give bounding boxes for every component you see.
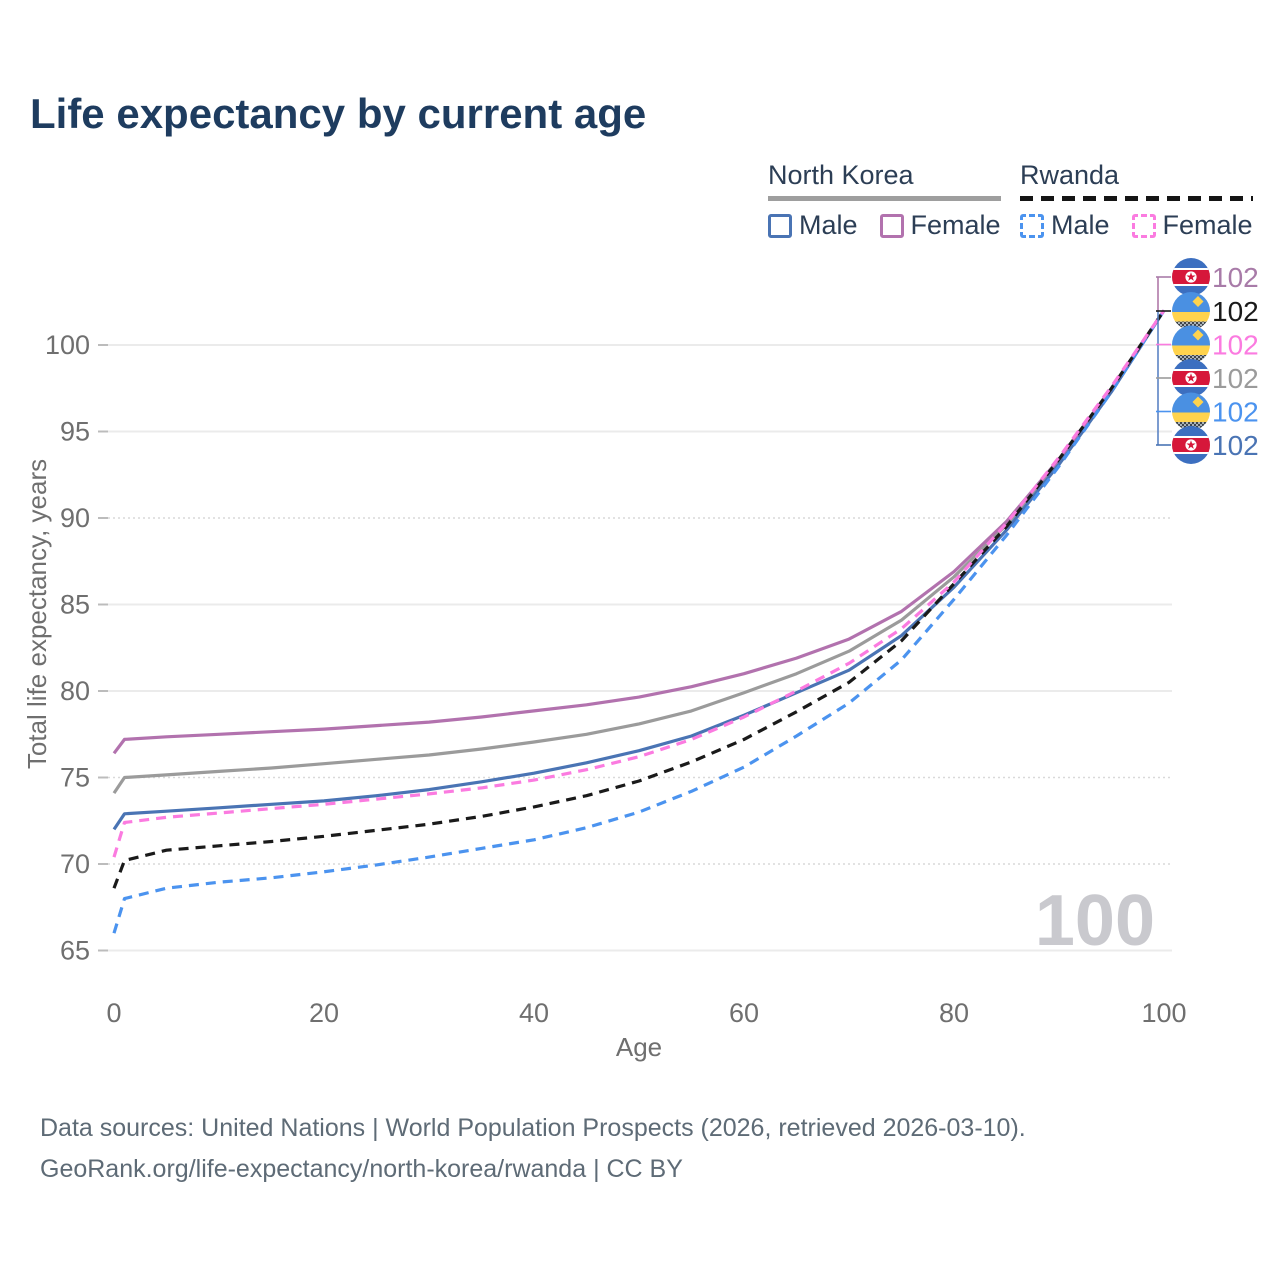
series-line-rwanda-female — [112, 309, 1166, 858]
legend-item-label: Female — [910, 210, 1001, 240]
x-tick-label: 40 — [519, 998, 549, 1028]
data-sources-text: Data sources: United Nations | World Pop… — [40, 1114, 1026, 1142]
x-tick-label: 0 — [106, 998, 121, 1028]
flag-band — [1172, 325, 1210, 346]
y-tick-label: 75 — [60, 763, 90, 793]
y-tick-label: 65 — [60, 936, 90, 966]
footer: Data sources: United Nations | World Pop… — [40, 1108, 1026, 1190]
checkbox-icon[interactable] — [768, 213, 792, 238]
checkbox-icon[interactable] — [1131, 213, 1156, 238]
flag-star — [1186, 440, 1196, 449]
flag-sun-rays — [1192, 296, 1204, 307]
legend-item-label: Male — [799, 210, 858, 240]
y-tick-label: 85 — [60, 590, 90, 620]
series-line-rwanda-both-sexes — [112, 309, 1166, 889]
checkbox-icon[interactable] — [1020, 213, 1044, 238]
end-value-label: 102 — [1212, 296, 1259, 327]
flag-band — [1172, 412, 1210, 422]
series-line-north-korea-female — [112, 309, 1166, 755]
legend-group-title: Rwanda — [1020, 160, 1120, 190]
dashed-line-sample — [1020, 196, 1253, 201]
flag-sun-rays — [1192, 329, 1204, 341]
attribution-text: GeoRank.org/life-expectancy/north-korea/… — [40, 1155, 683, 1183]
y-axis-title: Total life expectancy, years — [22, 459, 52, 769]
series-line-rwanda-male — [112, 309, 1166, 934]
end-value-label: 102 — [1212, 430, 1259, 461]
legend-item-north-korea-male[interactable]: Male — [768, 210, 858, 241]
x-tick-label: 20 — [309, 998, 339, 1028]
north-korea-flag-icon — [1172, 359, 1210, 397]
line-chart-canvas[interactable]: 65 70 75 80 85 90 95 100 0 20 40 60 80 100 Age Total li… — [0, 0, 1280, 1080]
end-value-label: 102 — [1212, 363, 1259, 394]
north-korea-flag-icon — [1172, 426, 1210, 464]
legend-item-label: Female — [1162, 210, 1253, 240]
x-tick-label: 100 — [1141, 998, 1186, 1028]
y-tick-label: 90 — [60, 503, 90, 533]
flag-band — [1172, 345, 1210, 355]
solid-line-sample — [768, 196, 1001, 201]
y-tick-label: 95 — [60, 417, 90, 447]
y-tick-label: 80 — [60, 676, 90, 706]
checkbox-icon[interactable] — [879, 213, 904, 238]
legend-group-title: North Korea — [768, 160, 914, 190]
flag-sun-rays — [1192, 396, 1204, 408]
end-value-label: 102 — [1212, 330, 1259, 361]
legend-group-rwanda: Rwanda Male Female — [1020, 160, 1253, 241]
x-axis-title: Age — [616, 1032, 662, 1062]
flag-band — [1172, 312, 1210, 322]
series-line-north-korea-male — [112, 309, 1166, 831]
end-value-label: 102 — [1212, 262, 1259, 293]
legend-item-rwanda-male[interactable]: Male — [1020, 210, 1110, 241]
flag-band — [1172, 392, 1210, 413]
legend-group-north-korea: North Korea Male Female — [768, 160, 1001, 241]
current-age-watermark: 100 — [1034, 881, 1155, 961]
y-tick-label: 70 — [60, 849, 90, 879]
y-tick-label: 100 — [45, 330, 90, 360]
legend-item-north-korea-female[interactable]: Female — [879, 210, 1001, 241]
flag-star — [1186, 373, 1196, 382]
flag-star — [1186, 272, 1196, 281]
north-korea-flag-icon — [1172, 258, 1210, 296]
flag-band — [1172, 292, 1210, 312]
page-title: Life expectancy by current age — [30, 90, 647, 137]
legend-item-label: Male — [1051, 210, 1110, 240]
end-value-label: 102 — [1212, 397, 1259, 428]
x-tick-label: 80 — [939, 998, 969, 1028]
series-line-north-korea-both-sexes — [112, 309, 1166, 794]
legend-item-rwanda-female[interactable]: Female — [1131, 210, 1253, 241]
x-tick-label: 60 — [729, 998, 759, 1028]
